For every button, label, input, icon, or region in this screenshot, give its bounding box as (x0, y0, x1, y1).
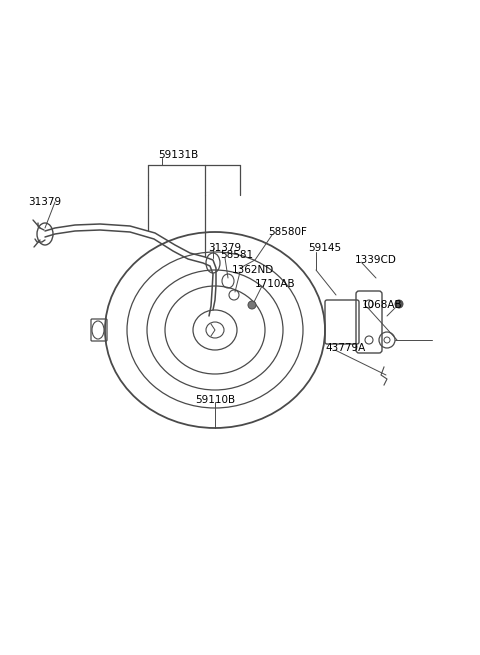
Text: 1362ND: 1362ND (232, 265, 274, 275)
Text: 1710AB: 1710AB (255, 279, 296, 289)
Ellipse shape (248, 301, 256, 309)
Text: 59131B: 59131B (158, 150, 198, 160)
Text: 59110B: 59110B (195, 395, 235, 405)
Ellipse shape (395, 300, 403, 308)
Text: 1068AB: 1068AB (362, 300, 403, 310)
Text: 59145: 59145 (308, 243, 341, 253)
Text: 43779A: 43779A (325, 343, 365, 353)
Text: 31379: 31379 (28, 197, 61, 207)
Text: 58581: 58581 (220, 250, 253, 260)
Text: 1339CD: 1339CD (355, 255, 397, 265)
Text: 58580F: 58580F (268, 227, 307, 237)
Text: 31379: 31379 (208, 243, 241, 253)
